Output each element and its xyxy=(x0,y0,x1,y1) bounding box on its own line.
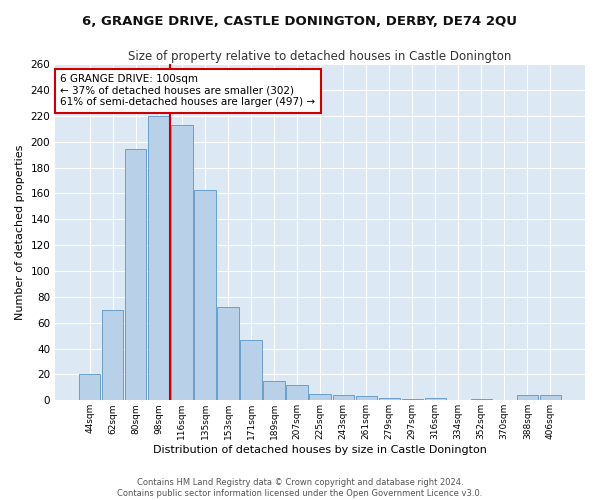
Bar xyxy=(263,381,284,400)
Bar xyxy=(194,190,215,400)
Bar xyxy=(310,394,331,400)
Bar xyxy=(356,396,377,400)
Bar xyxy=(379,398,400,400)
Bar xyxy=(401,399,423,400)
Bar xyxy=(172,125,193,400)
Text: 6 GRANGE DRIVE: 100sqm
← 37% of detached houses are smaller (302)
61% of semi-de: 6 GRANGE DRIVE: 100sqm ← 37% of detached… xyxy=(61,74,316,108)
Bar xyxy=(470,399,492,400)
Y-axis label: Number of detached properties: Number of detached properties xyxy=(15,144,25,320)
Bar xyxy=(517,395,538,400)
Title: Size of property relative to detached houses in Castle Donington: Size of property relative to detached ho… xyxy=(128,50,512,63)
Bar xyxy=(148,116,170,401)
Bar xyxy=(425,398,446,400)
Text: Contains HM Land Registry data © Crown copyright and database right 2024.
Contai: Contains HM Land Registry data © Crown c… xyxy=(118,478,482,498)
Bar xyxy=(286,385,308,400)
Bar xyxy=(125,150,146,400)
X-axis label: Distribution of detached houses by size in Castle Donington: Distribution of detached houses by size … xyxy=(153,445,487,455)
Bar xyxy=(540,395,561,400)
Bar xyxy=(217,307,239,400)
Bar xyxy=(332,395,353,400)
Bar xyxy=(241,340,262,400)
Bar xyxy=(79,374,100,400)
Bar xyxy=(102,310,124,400)
Text: 6, GRANGE DRIVE, CASTLE DONINGTON, DERBY, DE74 2QU: 6, GRANGE DRIVE, CASTLE DONINGTON, DERBY… xyxy=(83,15,517,28)
